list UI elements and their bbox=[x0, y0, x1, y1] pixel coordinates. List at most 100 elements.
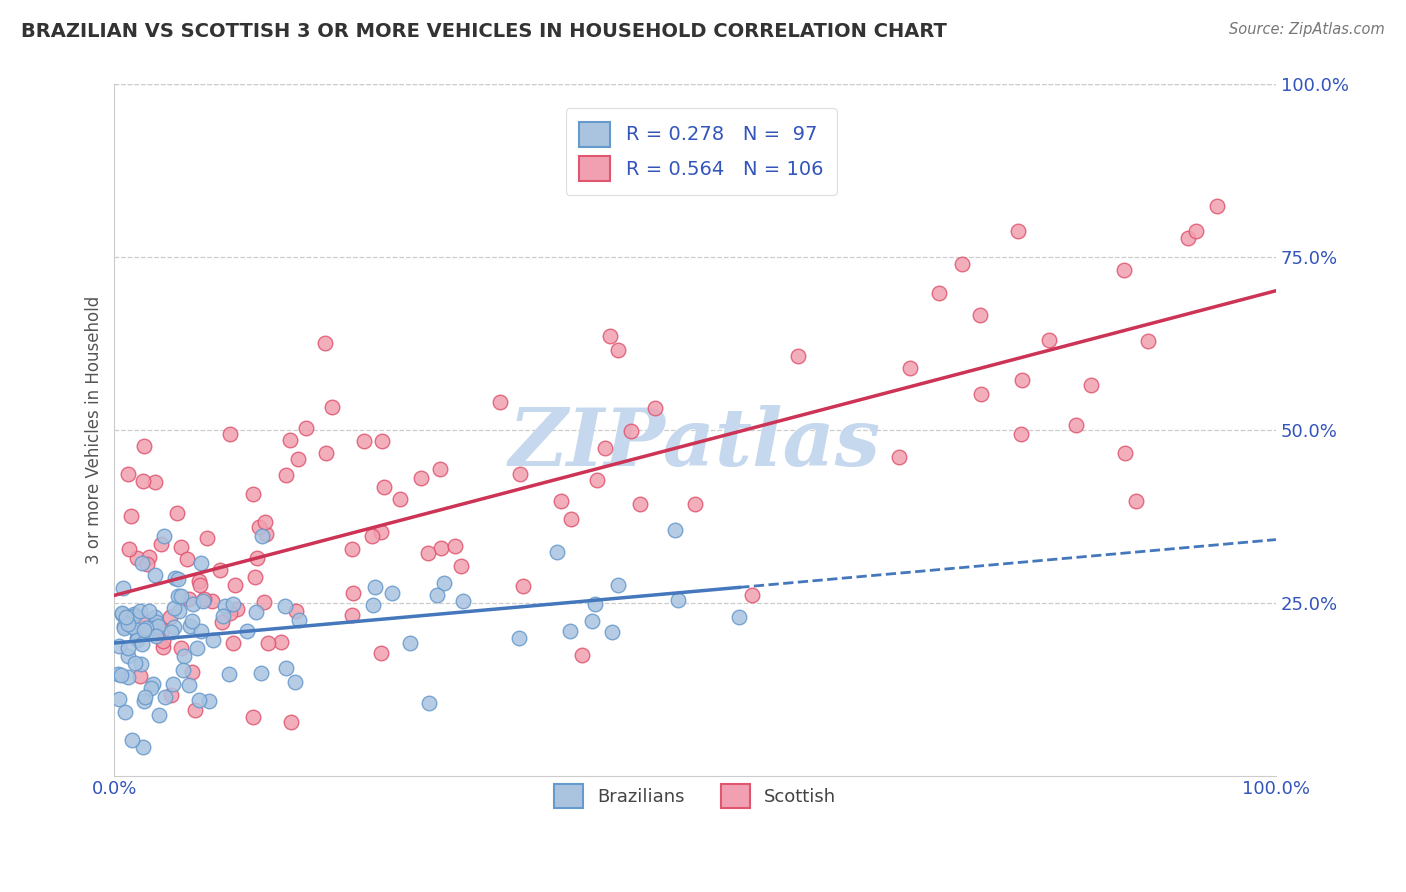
Point bbox=[370, 525, 392, 540]
Point bbox=[176, 552, 198, 566]
Point bbox=[193, 592, 215, 607]
Point bbox=[139, 681, 162, 696]
Point bbox=[145, 609, 167, 624]
Point bbox=[218, 667, 240, 681]
Point bbox=[183, 597, 205, 611]
Point bbox=[129, 669, 152, 683]
Point bbox=[371, 434, 394, 448]
Point bbox=[112, 619, 135, 633]
Point bbox=[118, 541, 141, 556]
Point bbox=[245, 570, 267, 584]
Point bbox=[620, 424, 643, 438]
Point bbox=[560, 512, 582, 526]
Point bbox=[222, 636, 245, 650]
Point bbox=[583, 597, 606, 611]
Point bbox=[1125, 494, 1147, 508]
Point bbox=[122, 607, 145, 622]
Point bbox=[197, 694, 219, 708]
Point bbox=[433, 576, 456, 591]
Point bbox=[172, 663, 194, 677]
Point bbox=[193, 594, 215, 608]
Point bbox=[342, 586, 364, 600]
Point bbox=[122, 619, 145, 633]
Point bbox=[664, 523, 686, 537]
Point bbox=[186, 640, 208, 655]
Point bbox=[928, 286, 950, 301]
Point bbox=[250, 529, 273, 543]
Point bbox=[600, 625, 623, 640]
Point bbox=[221, 597, 243, 611]
Point bbox=[120, 508, 142, 523]
Point bbox=[1038, 333, 1060, 347]
Point bbox=[488, 394, 510, 409]
Point bbox=[114, 705, 136, 719]
Point bbox=[143, 568, 166, 582]
Point bbox=[177, 678, 200, 692]
Point bbox=[1011, 373, 1033, 387]
Point bbox=[1177, 231, 1199, 245]
Point bbox=[728, 609, 751, 624]
Point bbox=[208, 563, 231, 577]
Point bbox=[134, 690, 156, 705]
Point bbox=[581, 614, 603, 628]
Point bbox=[381, 586, 404, 600]
Point bbox=[152, 640, 174, 655]
Point bbox=[270, 635, 292, 649]
Point bbox=[287, 452, 309, 467]
Point bbox=[110, 668, 132, 682]
Point bbox=[132, 624, 155, 638]
Y-axis label: 3 or more Vehicles in Household: 3 or more Vehicles in Household bbox=[86, 296, 103, 564]
Point bbox=[373, 479, 395, 493]
Point bbox=[114, 621, 136, 635]
Point bbox=[314, 335, 336, 350]
Point bbox=[131, 637, 153, 651]
Point bbox=[124, 656, 146, 670]
Point bbox=[595, 441, 617, 455]
Point bbox=[169, 540, 191, 554]
Point bbox=[411, 471, 433, 485]
Point bbox=[139, 621, 162, 635]
Point bbox=[117, 640, 139, 655]
Text: Source: ZipAtlas.com: Source: ZipAtlas.com bbox=[1229, 22, 1385, 37]
Point bbox=[321, 400, 343, 414]
Point bbox=[628, 497, 651, 511]
Point bbox=[150, 624, 173, 638]
Point bbox=[284, 604, 307, 618]
Point bbox=[117, 616, 139, 631]
Point bbox=[315, 446, 337, 460]
Point bbox=[108, 639, 131, 653]
Point bbox=[558, 624, 581, 639]
Point bbox=[1010, 426, 1032, 441]
Point bbox=[370, 646, 392, 660]
Point bbox=[1066, 417, 1088, 432]
Point bbox=[280, 434, 302, 448]
Point bbox=[254, 515, 277, 529]
Point bbox=[122, 608, 145, 623]
Point bbox=[1137, 334, 1160, 349]
Point bbox=[145, 629, 167, 643]
Point bbox=[138, 604, 160, 618]
Point bbox=[117, 467, 139, 481]
Point bbox=[224, 577, 246, 591]
Point bbox=[201, 593, 224, 607]
Point bbox=[284, 675, 307, 690]
Point bbox=[166, 506, 188, 520]
Point bbox=[1080, 378, 1102, 392]
Point bbox=[295, 420, 318, 434]
Point bbox=[430, 541, 453, 555]
Point bbox=[169, 640, 191, 655]
Point bbox=[274, 599, 297, 614]
Point bbox=[363, 580, 385, 594]
Point bbox=[162, 600, 184, 615]
Point bbox=[155, 690, 177, 704]
Point bbox=[127, 624, 149, 639]
Point bbox=[173, 648, 195, 663]
Point bbox=[342, 608, 364, 623]
Point bbox=[163, 571, 186, 585]
Point bbox=[245, 605, 267, 619]
Point bbox=[450, 559, 472, 574]
Point bbox=[451, 593, 474, 607]
Point bbox=[607, 577, 630, 591]
Text: ZIPatlas: ZIPatlas bbox=[509, 405, 882, 483]
Point bbox=[250, 666, 273, 681]
